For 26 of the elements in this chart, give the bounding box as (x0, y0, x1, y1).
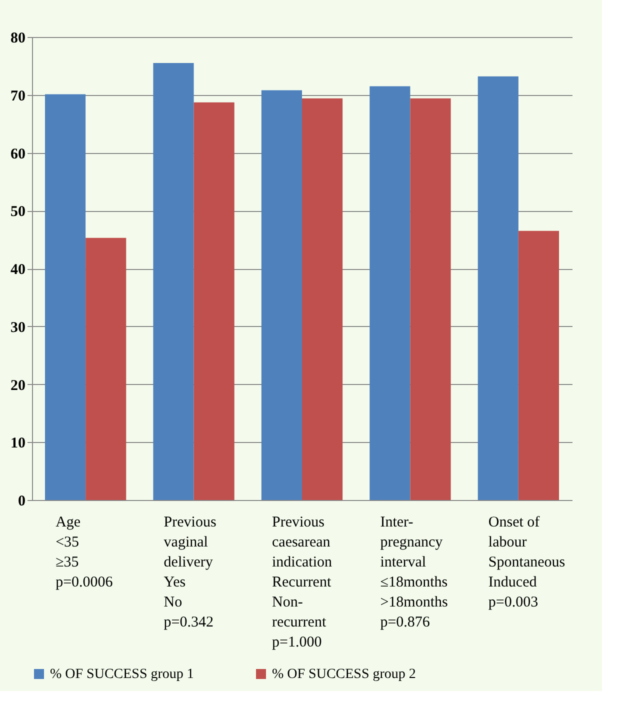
x-tick-label: Onset of labour Spontaneous Induced p=0.003 (488, 514, 566, 610)
bar (478, 76, 518, 500)
y-tick-label: 80 (10, 30, 26, 46)
bar (302, 98, 343, 500)
x-tick-label: Inter- pregnancy interval ≤18months >18months p=0.876 (380, 514, 448, 630)
bar (261, 90, 302, 500)
bar (86, 238, 126, 500)
x-tick-label: Age <35 ≥35 p=0.0006 (56, 514, 114, 590)
x-tick-label: Previous caesarean indication Recurrent Non- recurrent p=1.000 (272, 514, 332, 650)
bar (194, 102, 234, 500)
legend-label: % OF SUCCESS group 1 (50, 667, 194, 682)
y-tick-label: 10 (10, 436, 26, 452)
bar (518, 230, 560, 500)
y-tick-label: 50 (10, 204, 26, 220)
y-tick-label: 20 (10, 378, 26, 394)
bar (153, 63, 194, 500)
legend-label: % OF SUCCESS group 2 (272, 667, 416, 682)
bar (370, 86, 410, 500)
y-tick-label: 0 (18, 494, 26, 510)
y-tick-label: 30 (10, 320, 26, 336)
y-tick-label: 60 (10, 146, 26, 162)
bar (410, 98, 451, 500)
y-tick-label: 40 (10, 262, 26, 278)
y-tick-label: 70 (10, 88, 26, 104)
x-tick-label: Previous vaginal delivery Yes No p=0.342 (164, 514, 216, 630)
bar (44, 94, 86, 500)
